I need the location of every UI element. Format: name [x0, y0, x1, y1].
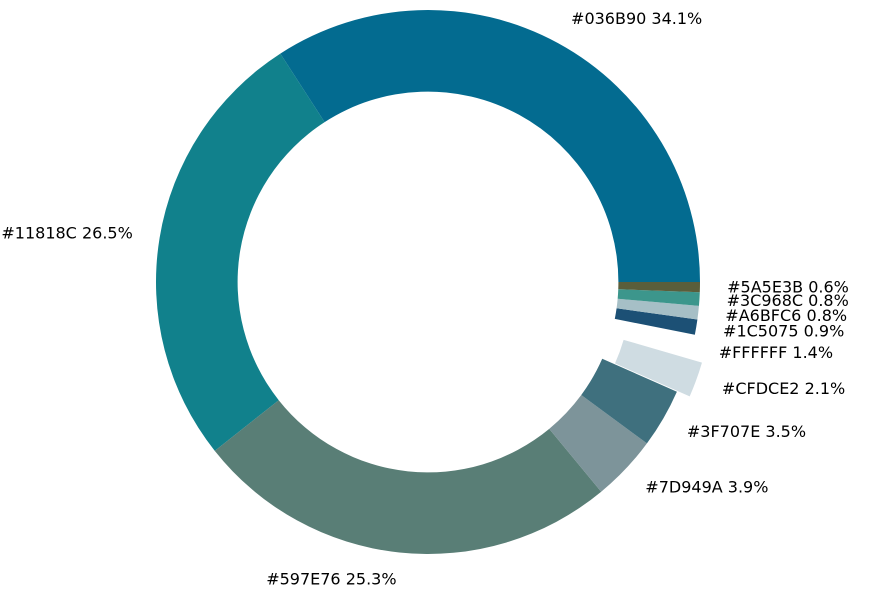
slice-label: #A6BFC6 0.8% — [725, 305, 847, 324]
donut-slice — [617, 289, 700, 306]
donut-slice — [618, 282, 700, 293]
slice-value: 26.5% — [82, 223, 133, 242]
donut-slice — [616, 298, 699, 320]
slice-label: #7D949A 3.9% — [645, 477, 768, 496]
slice-name: #FFFFFF — [719, 342, 788, 361]
slice-value: 25.3% — [346, 569, 397, 588]
slice-value: 0.9% — [804, 321, 845, 340]
slice-name: #CFDCE2 — [722, 378, 800, 397]
slice-name: #3F707E — [687, 422, 760, 441]
slice-label: #FFFFFF 1.4% — [719, 342, 833, 361]
slice-name: #1C5075 — [723, 321, 798, 340]
slice-label: #3F707E 3.5% — [687, 422, 806, 441]
slice-value: 2.1% — [805, 378, 846, 397]
donut-slice — [581, 358, 677, 444]
slice-name: #597E76 — [266, 569, 340, 588]
slice-name: #7D949A — [645, 477, 722, 496]
slice-name: #A6BFC6 — [725, 305, 801, 324]
slice-name: #5A5E3B — [727, 277, 803, 296]
donut-slice — [614, 308, 698, 335]
slice-name: #036B90 — [571, 9, 646, 28]
donut-slice — [156, 53, 325, 451]
slice-value: 3.5% — [765, 422, 806, 441]
slice-name: #11818C — [1, 223, 76, 242]
slice-label: #036B90 34.1% — [571, 9, 702, 28]
slice-value: 1.4% — [792, 342, 833, 361]
donut-slice — [214, 400, 602, 554]
slice-value: 0.8% — [808, 290, 849, 309]
donut-slice — [610, 318, 695, 358]
slice-label: #3C968C 0.8% — [727, 290, 849, 309]
donut-slice — [615, 339, 702, 397]
slice-label: #597E76 25.3% — [266, 569, 396, 588]
slice-value: 3.9% — [728, 477, 769, 496]
slice-value: 0.8% — [806, 305, 847, 324]
slice-label: #5A5E3B 0.6% — [727, 277, 849, 296]
donut-slice — [280, 10, 700, 283]
slice-value: 34.1% — [651, 9, 702, 28]
slice-value: 0.6% — [808, 277, 849, 296]
slice-name: #3C968C — [727, 290, 803, 309]
donut-slice — [549, 394, 647, 492]
slice-label: #CFDCE2 2.1% — [722, 378, 845, 397]
slice-label: #1C5075 0.9% — [723, 321, 844, 340]
slice-label: #11818C 26.5% — [1, 223, 132, 242]
